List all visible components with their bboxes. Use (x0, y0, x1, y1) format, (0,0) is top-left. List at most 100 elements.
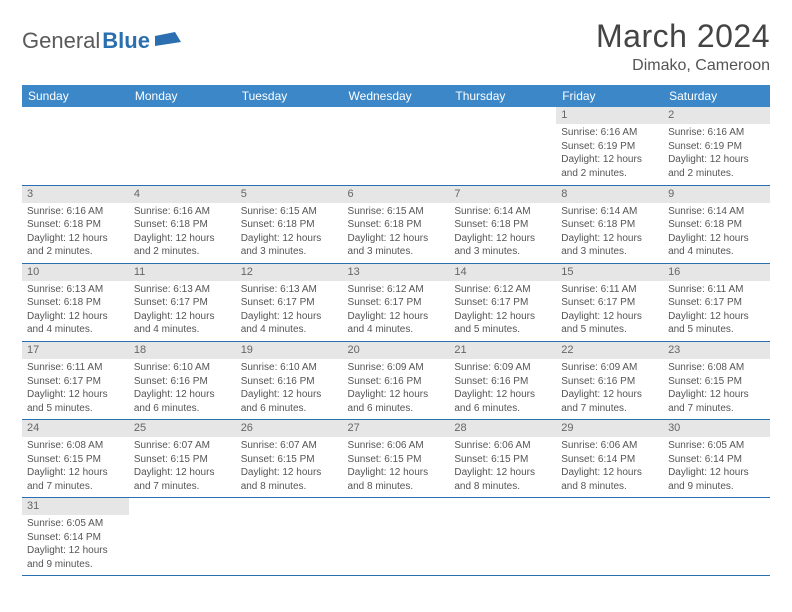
day-number: 1 (556, 107, 663, 124)
day-number: 26 (236, 420, 343, 437)
logo-text-1: General (22, 28, 100, 54)
cell-line: Sunrise: 6:12 AM (454, 283, 551, 297)
cell-line: Sunset: 6:16 PM (134, 375, 231, 389)
cell-content: Sunrise: 6:10 AMSunset: 6:16 PMDaylight:… (129, 359, 236, 419)
day-number: 2 (663, 107, 770, 124)
cell-content: Sunrise: 6:09 AMSunset: 6:16 PMDaylight:… (343, 359, 450, 419)
cell-line: Sunset: 6:18 PM (668, 218, 765, 232)
calendar-cell: 11Sunrise: 6:13 AMSunset: 6:17 PMDayligh… (129, 263, 236, 341)
cell-line: Sunrise: 6:16 AM (134, 205, 231, 219)
weekday-header: Thursday (449, 85, 556, 107)
cell-content: Sunrise: 6:06 AMSunset: 6:15 PMDaylight:… (449, 437, 556, 497)
cell-line: Sunrise: 6:05 AM (668, 439, 765, 453)
cell-line: Daylight: 12 hours and 6 minutes. (454, 388, 551, 415)
calendar-row: 10Sunrise: 6:13 AMSunset: 6:18 PMDayligh… (22, 263, 770, 341)
cell-line: Daylight: 12 hours and 7 minutes. (134, 466, 231, 493)
cell-line: Sunrise: 6:13 AM (241, 283, 338, 297)
day-number: 4 (129, 186, 236, 203)
day-number (556, 498, 663, 502)
cell-content: Sunrise: 6:11 AMSunset: 6:17 PMDaylight:… (556, 281, 663, 341)
cell-line: Sunset: 6:15 PM (27, 453, 124, 467)
day-number: 11 (129, 264, 236, 281)
calendar-cell: 17Sunrise: 6:11 AMSunset: 6:17 PMDayligh… (22, 341, 129, 419)
cell-line: Daylight: 12 hours and 4 minutes. (134, 310, 231, 337)
calendar-cell: 15Sunrise: 6:11 AMSunset: 6:17 PMDayligh… (556, 263, 663, 341)
logo-flag-icon (155, 32, 181, 50)
weekday-header: Saturday (663, 85, 770, 107)
day-number (129, 498, 236, 502)
cell-line: Sunrise: 6:06 AM (454, 439, 551, 453)
cell-line: Sunrise: 6:05 AM (27, 517, 124, 531)
cell-content: Sunrise: 6:16 AMSunset: 6:19 PMDaylight:… (556, 124, 663, 184)
cell-line: Sunrise: 6:14 AM (668, 205, 765, 219)
cell-line: Sunrise: 6:15 AM (241, 205, 338, 219)
cell-line: Daylight: 12 hours and 4 minutes. (27, 310, 124, 337)
cell-line: Daylight: 12 hours and 2 minutes. (561, 153, 658, 180)
cell-line: Sunset: 6:19 PM (668, 140, 765, 154)
day-number: 16 (663, 264, 770, 281)
cell-content: Sunrise: 6:10 AMSunset: 6:16 PMDaylight:… (236, 359, 343, 419)
cell-content: Sunrise: 6:14 AMSunset: 6:18 PMDaylight:… (556, 203, 663, 263)
cell-line: Sunrise: 6:13 AM (27, 283, 124, 297)
cell-line: Daylight: 12 hours and 6 minutes. (134, 388, 231, 415)
calendar-table: SundayMondayTuesdayWednesdayThursdayFrid… (22, 85, 770, 576)
calendar-cell (556, 498, 663, 576)
cell-line: Sunrise: 6:06 AM (561, 439, 658, 453)
day-number (236, 107, 343, 111)
day-number: 23 (663, 342, 770, 359)
cell-line: Sunset: 6:16 PM (454, 375, 551, 389)
day-number: 6 (343, 186, 450, 203)
weekday-header-row: SundayMondayTuesdayWednesdayThursdayFrid… (22, 85, 770, 107)
cell-line: Daylight: 12 hours and 7 minutes. (561, 388, 658, 415)
cell-content: Sunrise: 6:05 AMSunset: 6:14 PMDaylight:… (22, 515, 129, 575)
cell-content: Sunrise: 6:15 AMSunset: 6:18 PMDaylight:… (343, 203, 450, 263)
cell-content: Sunrise: 6:11 AMSunset: 6:17 PMDaylight:… (663, 281, 770, 341)
cell-line: Sunset: 6:17 PM (348, 296, 445, 310)
day-number (343, 107, 450, 111)
calendar-cell: 10Sunrise: 6:13 AMSunset: 6:18 PMDayligh… (22, 263, 129, 341)
calendar-cell: 27Sunrise: 6:06 AMSunset: 6:15 PMDayligh… (343, 420, 450, 498)
cell-line: Sunrise: 6:10 AM (134, 361, 231, 375)
calendar-cell: 14Sunrise: 6:12 AMSunset: 6:17 PMDayligh… (449, 263, 556, 341)
day-number: 15 (556, 264, 663, 281)
cell-line: Daylight: 12 hours and 4 minutes. (348, 310, 445, 337)
calendar-cell: 31Sunrise: 6:05 AMSunset: 6:14 PMDayligh… (22, 498, 129, 576)
calendar-cell: 5Sunrise: 6:15 AMSunset: 6:18 PMDaylight… (236, 185, 343, 263)
location-subtitle: Dimako, Cameroon (596, 57, 770, 75)
calendar-cell (236, 498, 343, 576)
cell-content: Sunrise: 6:16 AMSunset: 6:19 PMDaylight:… (663, 124, 770, 184)
cell-content: Sunrise: 6:09 AMSunset: 6:16 PMDaylight:… (449, 359, 556, 419)
day-number: 12 (236, 264, 343, 281)
calendar-cell: 24Sunrise: 6:08 AMSunset: 6:15 PMDayligh… (22, 420, 129, 498)
day-number: 18 (129, 342, 236, 359)
cell-line: Daylight: 12 hours and 5 minutes. (561, 310, 658, 337)
calendar-cell (129, 498, 236, 576)
cell-line: Sunrise: 6:16 AM (27, 205, 124, 219)
calendar-cell: 9Sunrise: 6:14 AMSunset: 6:18 PMDaylight… (663, 185, 770, 263)
cell-line: Daylight: 12 hours and 3 minutes. (348, 232, 445, 259)
day-number: 5 (236, 186, 343, 203)
cell-content: Sunrise: 6:07 AMSunset: 6:15 PMDaylight:… (236, 437, 343, 497)
cell-content: Sunrise: 6:06 AMSunset: 6:14 PMDaylight:… (556, 437, 663, 497)
cell-line: Sunrise: 6:07 AM (134, 439, 231, 453)
calendar-cell: 22Sunrise: 6:09 AMSunset: 6:16 PMDayligh… (556, 341, 663, 419)
day-number (22, 107, 129, 111)
cell-content: Sunrise: 6:13 AMSunset: 6:18 PMDaylight:… (22, 281, 129, 341)
day-number (449, 107, 556, 111)
day-number: 31 (22, 498, 129, 515)
cell-line: Sunset: 6:16 PM (241, 375, 338, 389)
cell-content: Sunrise: 6:12 AMSunset: 6:17 PMDaylight:… (343, 281, 450, 341)
cell-line: Daylight: 12 hours and 5 minutes. (27, 388, 124, 415)
calendar-cell: 16Sunrise: 6:11 AMSunset: 6:17 PMDayligh… (663, 263, 770, 341)
calendar-cell: 6Sunrise: 6:15 AMSunset: 6:18 PMDaylight… (343, 185, 450, 263)
day-number (663, 498, 770, 502)
calendar-cell: 25Sunrise: 6:07 AMSunset: 6:15 PMDayligh… (129, 420, 236, 498)
day-number (236, 498, 343, 502)
day-number: 25 (129, 420, 236, 437)
day-number: 29 (556, 420, 663, 437)
day-number: 21 (449, 342, 556, 359)
calendar-cell: 2Sunrise: 6:16 AMSunset: 6:19 PMDaylight… (663, 107, 770, 185)
cell-content: Sunrise: 6:15 AMSunset: 6:18 PMDaylight:… (236, 203, 343, 263)
calendar-cell: 30Sunrise: 6:05 AMSunset: 6:14 PMDayligh… (663, 420, 770, 498)
cell-line: Daylight: 12 hours and 6 minutes. (348, 388, 445, 415)
